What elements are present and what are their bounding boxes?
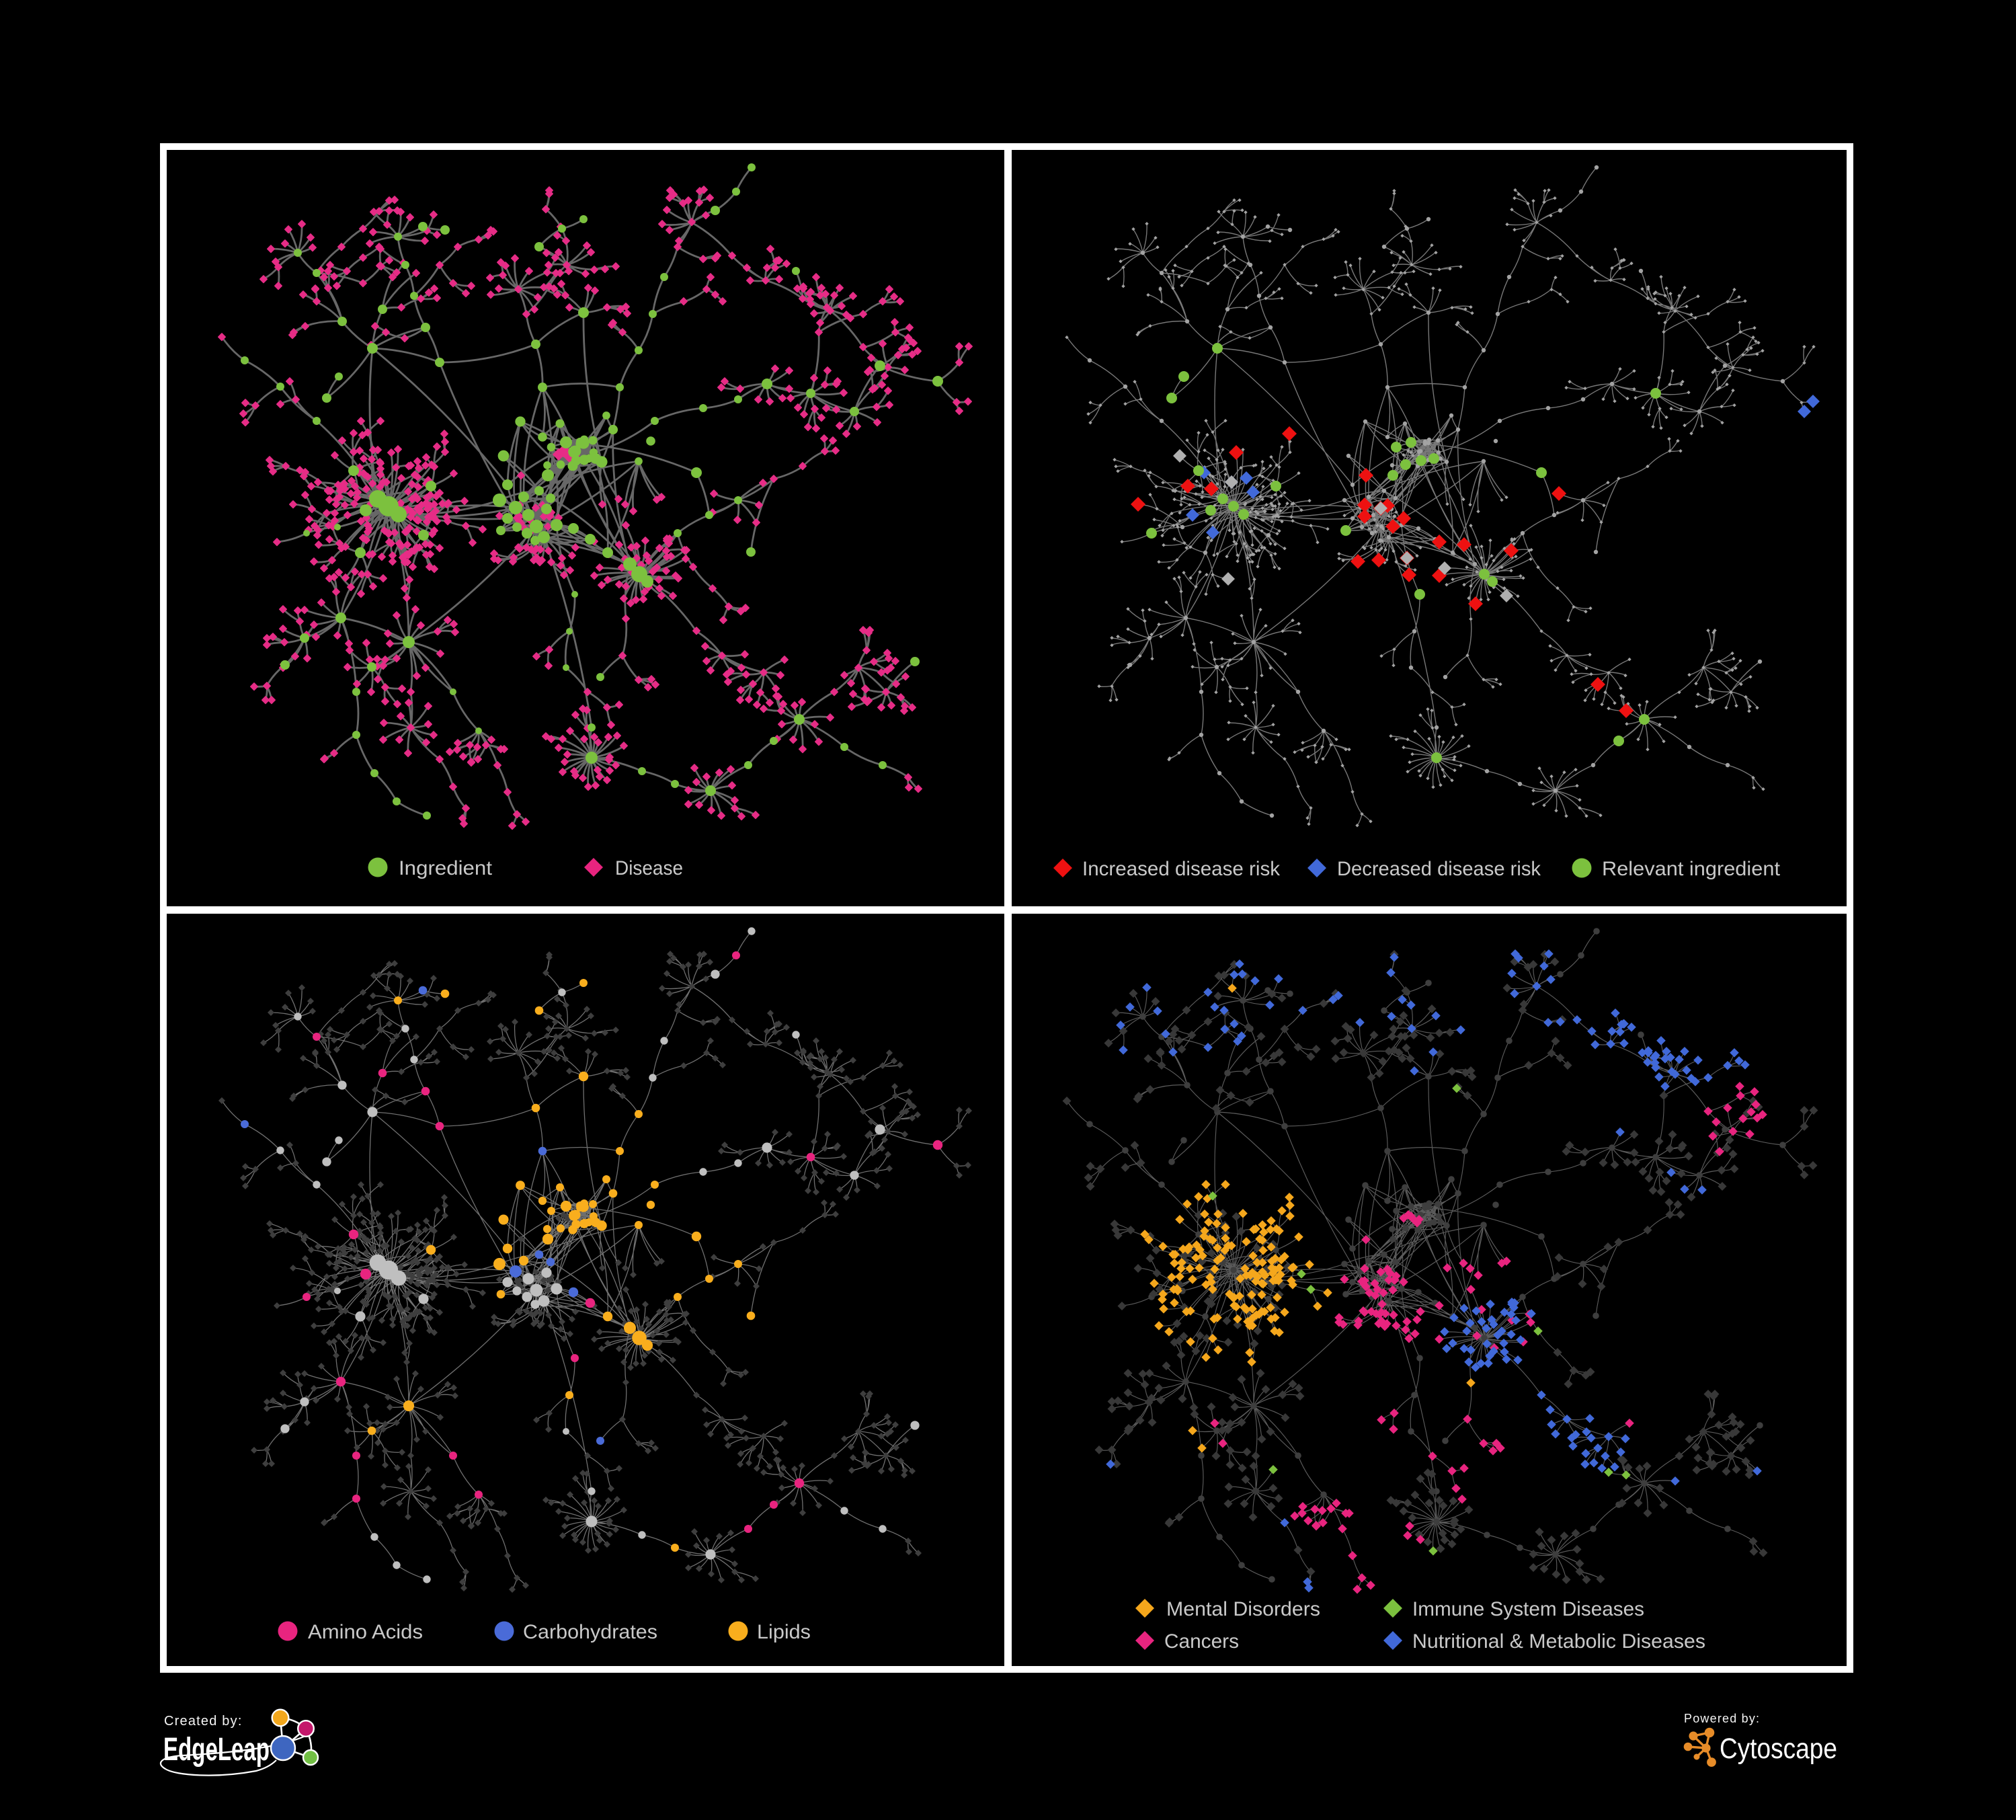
svg-text:Lipids: Lipids xyxy=(757,1621,811,1643)
svg-text:Ingredient: Ingredient xyxy=(399,857,493,879)
svg-text:Disease: Disease xyxy=(615,857,683,879)
svg-text:Created by:: Created by: xyxy=(164,1714,243,1729)
svg-text:Cancers: Cancers xyxy=(1164,1630,1239,1653)
svg-text:EdgeLeap: EdgeLeap xyxy=(163,1732,270,1768)
svg-text:Immune System Diseases: Immune System Diseases xyxy=(1412,1598,1644,1620)
svg-text:Amino Acids: Amino Acids xyxy=(308,1621,423,1643)
svg-text:Mental Disorders: Mental Disorders xyxy=(1166,1598,1320,1620)
svg-text:Decreased disease risk: Decreased disease risk xyxy=(1337,858,1541,880)
svg-text:Relevant ingredient: Relevant ingredient xyxy=(1602,858,1781,880)
svg-text:Powered by:: Powered by: xyxy=(1684,1712,1760,1725)
svg-text:Cytoscape: Cytoscape xyxy=(1720,1733,1837,1765)
svg-text:Carbohydrates: Carbohydrates xyxy=(523,1621,657,1643)
svg-text:Increased disease risk: Increased disease risk xyxy=(1082,858,1281,880)
svg-text:Nutritional & Metabolic Diseas: Nutritional & Metabolic Diseases xyxy=(1412,1630,1705,1653)
